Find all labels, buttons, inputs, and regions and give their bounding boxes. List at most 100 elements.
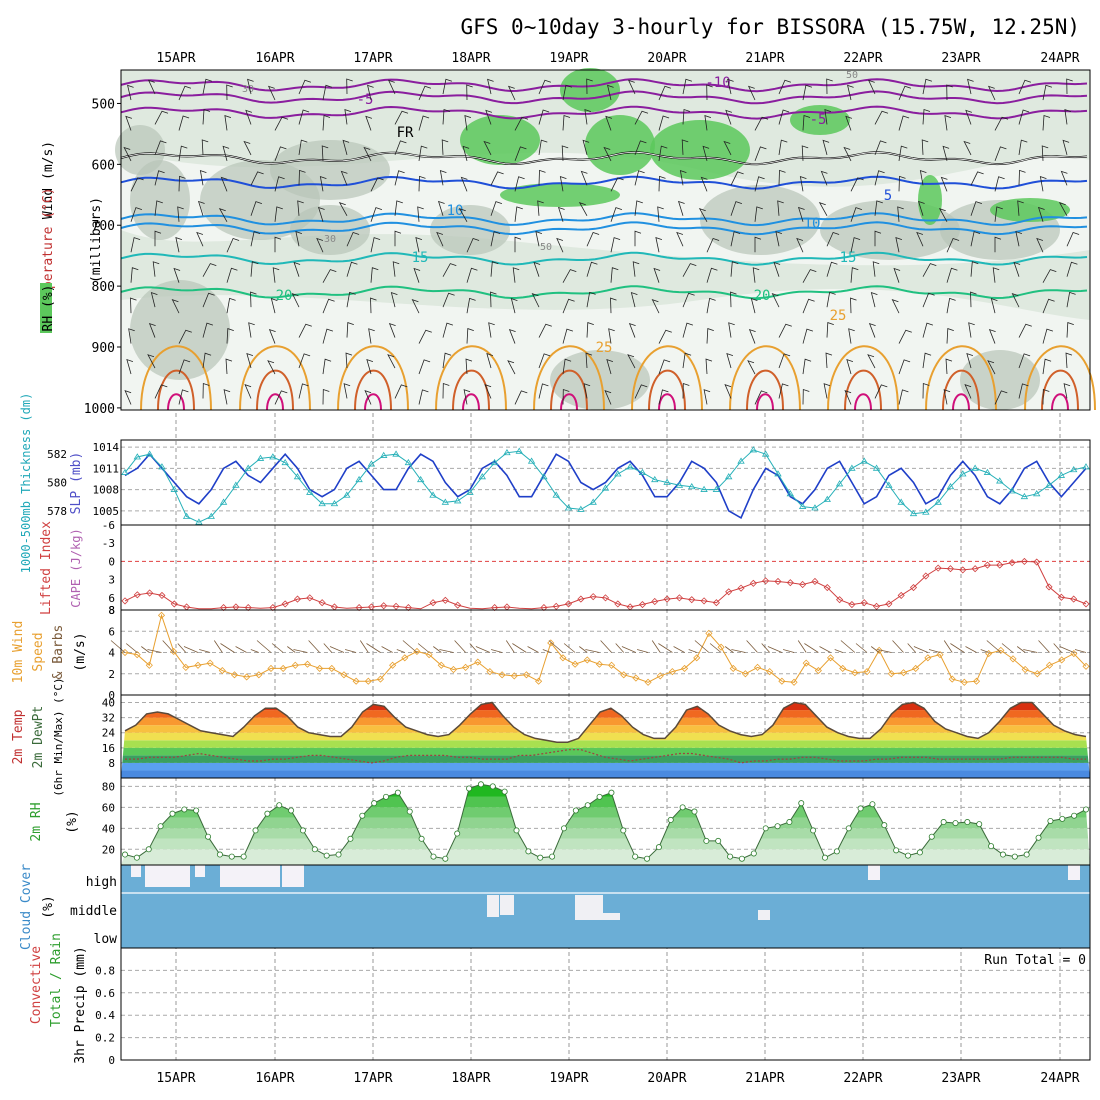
li-marker-36 [564, 600, 573, 608]
wind-barb [394, 230, 402, 247]
li-marker-44 [663, 595, 671, 603]
rh-contour-label-3: 50 [540, 242, 552, 253]
wind-barb [799, 176, 807, 192]
wind-barb [970, 291, 977, 308]
rh2m-marker-30 [477, 781, 484, 788]
wind-barb [870, 291, 878, 308]
wind-barb [1018, 169, 1026, 186]
wind-barb [514, 236, 522, 253]
wind-barb [370, 177, 384, 192]
thickness-marker-11 [256, 454, 265, 461]
wind-barb [436, 231, 444, 247]
wind-barb [370, 237, 381, 253]
temp-label-9: 20 [276, 288, 293, 304]
thickness-marker-32 [515, 447, 523, 454]
wind-barb [824, 109, 832, 125]
wind-barb [801, 145, 809, 161]
frame-precip [120, 947, 1091, 1061]
wind-marker-75 [1033, 670, 1041, 678]
li-marker-19 [355, 604, 363, 612]
wind-marker-14 [291, 661, 299, 669]
wind-barb [605, 115, 613, 131]
wind-barb [267, 360, 276, 375]
thickness-marker-39 [601, 484, 610, 491]
contour-35-3 [462, 393, 480, 411]
rh-tick-40: 40 [102, 822, 115, 835]
wind-barb [730, 171, 744, 186]
wind-barb-10m-4 [162, 640, 174, 653]
wind-marker-46 [681, 664, 689, 673]
wind-barb [298, 353, 311, 369]
rh2m-marker-15 [299, 827, 306, 834]
wind-marker-32 [510, 672, 518, 680]
thickness-marker-58 [835, 480, 844, 487]
wind-barb [394, 140, 407, 156]
thickness-marker-70 [983, 468, 992, 475]
temp-band-9 [121, 702, 1090, 711]
li-line [124, 560, 1087, 610]
wind-barb [418, 359, 431, 375]
wind-barb-10m-39 [585, 649, 600, 653]
li-marker-58 [836, 596, 844, 604]
wind-barb [346, 291, 356, 308]
wind-barb [987, 360, 996, 375]
wind-barb [270, 297, 278, 314]
wind-barb [1066, 232, 1080, 247]
wind-barb [202, 322, 214, 338]
li-marker-16 [318, 599, 326, 607]
thickness-marker-22 [392, 450, 400, 457]
run-total: Run Total = 0 [984, 953, 1086, 968]
li-marker-1 [133, 591, 141, 599]
thickness-marker-19 [355, 475, 363, 483]
wind-barb [750, 297, 758, 314]
rh-legend-swatch [40, 283, 52, 333]
temp-label-0: -10 [705, 75, 730, 91]
li-marker-52 [762, 577, 770, 585]
thickness-marker-57 [823, 495, 831, 502]
temp-contour-0 [120, 78, 1088, 93]
rh2m-marker-81 [1083, 806, 1090, 813]
contour-30-7 [844, 369, 882, 411]
rh2m-marker-40 [596, 793, 603, 800]
wind-barb [322, 84, 333, 101]
rh-clear-lower [121, 289, 1090, 410]
wind-barb [754, 176, 765, 192]
wind-barb-10m-21 [366, 643, 381, 653]
wind-barb [754, 146, 767, 162]
thickness-marker-42 [638, 468, 647, 475]
contour-35-8 [952, 393, 970, 411]
wind-barb [490, 231, 501, 247]
wind-marker-79 [1082, 662, 1090, 670]
wind-barb [317, 206, 325, 222]
wind-barb [202, 382, 210, 399]
cloud-mid-2 [575, 895, 603, 920]
wind-barb [394, 170, 405, 186]
cloud-cover-panel [121, 865, 1090, 948]
rh2m-marker-31 [489, 783, 496, 790]
wind-marker-38 [583, 656, 591, 664]
thickness-marker-13 [281, 458, 289, 466]
contour-30-5 [648, 369, 686, 411]
wind-barb [748, 328, 756, 344]
wind-barb-10m-56 [797, 640, 807, 653]
wind-barb [488, 322, 495, 338]
wind-barb [682, 292, 695, 308]
rh2m-marker-70 [952, 820, 959, 827]
wind-barb [556, 237, 564, 253]
wind-barb [1018, 79, 1032, 95]
wind-barb [466, 84, 473, 101]
thickness-marker-2 [145, 450, 154, 457]
wind-barb [610, 177, 624, 192]
wind-barb [963, 140, 972, 156]
wind-marker-70 [972, 677, 981, 685]
wind-barb [655, 236, 663, 253]
wind-barb [243, 140, 252, 156]
wind-marker-2 [145, 661, 153, 669]
wind-barb [508, 328, 516, 344]
wind-barb [218, 207, 228, 222]
wind-marker-25 [425, 651, 433, 659]
wind-barb [897, 206, 904, 222]
thickness-marker-49 [724, 473, 733, 480]
wind-barb [322, 269, 337, 283]
wind-barb [990, 297, 998, 314]
